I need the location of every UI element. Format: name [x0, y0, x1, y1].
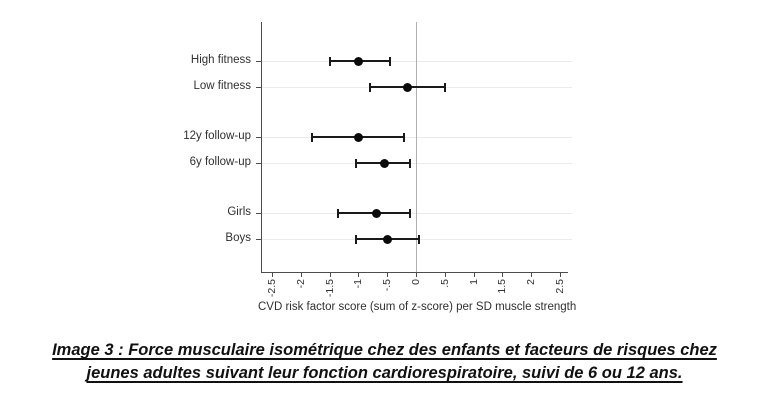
x-axis-line — [261, 272, 568, 273]
y-tick — [256, 163, 261, 164]
x-tick — [560, 272, 561, 277]
ci-cap-low — [354, 235, 357, 244]
ci-cap-low — [311, 133, 314, 142]
x-tick-label: .5 — [438, 279, 451, 288]
x-tick-label: 0 — [410, 279, 422, 285]
caption-line-2: jeunes adultes suivant leur fonction car… — [86, 364, 683, 382]
category-label: Low fitness — [193, 80, 251, 92]
ci-cap-low — [337, 209, 340, 218]
ci-cap-high — [409, 209, 412, 218]
y-tick — [256, 239, 261, 240]
x-tick-label: -2.5 — [266, 279, 278, 298]
zero-reference-line — [416, 22, 417, 272]
x-tick-label: -1 — [352, 279, 365, 289]
y-axis-line — [261, 22, 262, 273]
ci-cap-high — [389, 57, 392, 66]
point-estimate-marker — [380, 159, 390, 168]
x-tick — [387, 272, 389, 277]
x-tick — [358, 272, 360, 277]
x-tick — [444, 272, 446, 277]
category-label: Girls — [227, 206, 251, 218]
x-tick-label: -.5 — [381, 279, 394, 292]
figure-caption: Image 3 : Force musculaire isométrique c… — [0, 339, 769, 385]
x-tick-label: 2 — [525, 279, 538, 285]
y-tick — [256, 137, 261, 138]
ci-cap-high — [417, 235, 420, 244]
x-tick-label: -1.5 — [323, 279, 336, 298]
x-tick-label: 2.5 — [554, 279, 566, 294]
x-tick — [272, 272, 273, 277]
x-tick-label: -2 — [294, 279, 307, 289]
point-estimate-marker — [354, 57, 364, 66]
y-tick — [256, 213, 261, 214]
category-label: 12y follow-up — [183, 130, 251, 142]
x-tick-label: 1.5 — [496, 279, 509, 294]
x-tick — [329, 272, 331, 277]
ci-cap-high — [443, 83, 446, 92]
y-tick — [256, 61, 261, 62]
ci-cap-low — [354, 159, 357, 168]
caption-line-1: Image 3 : Force musculaire isométrique c… — [52, 341, 717, 359]
point-estimate-marker — [354, 133, 364, 142]
x-tick — [473, 272, 475, 277]
category-label: Boys — [225, 232, 251, 244]
x-tick — [531, 272, 533, 277]
point-estimate-marker — [403, 83, 413, 92]
category-label: High fitness — [190, 54, 251, 66]
category-label: 6y follow-up — [189, 156, 251, 168]
x-tick — [502, 272, 504, 277]
point-estimate-marker — [383, 235, 393, 244]
ci-cap-high — [409, 159, 412, 168]
point-estimate-marker — [371, 209, 381, 218]
x-tick — [300, 272, 302, 277]
x-tick-label: 1 — [467, 279, 480, 285]
ci-cap-high — [403, 133, 406, 142]
ci-cap-low — [368, 83, 371, 92]
x-tick — [416, 272, 417, 277]
ci-cap-low — [328, 57, 331, 66]
y-tick — [256, 87, 261, 88]
x-axis-title: CVD risk factor score (sum of z-score) p… — [258, 301, 577, 313]
forest-plot: -2.5 -2 -1.5 -1 -.5 0 .5 1 1.5 2 2.5 High fitness Lo… — [183, 22, 572, 298]
